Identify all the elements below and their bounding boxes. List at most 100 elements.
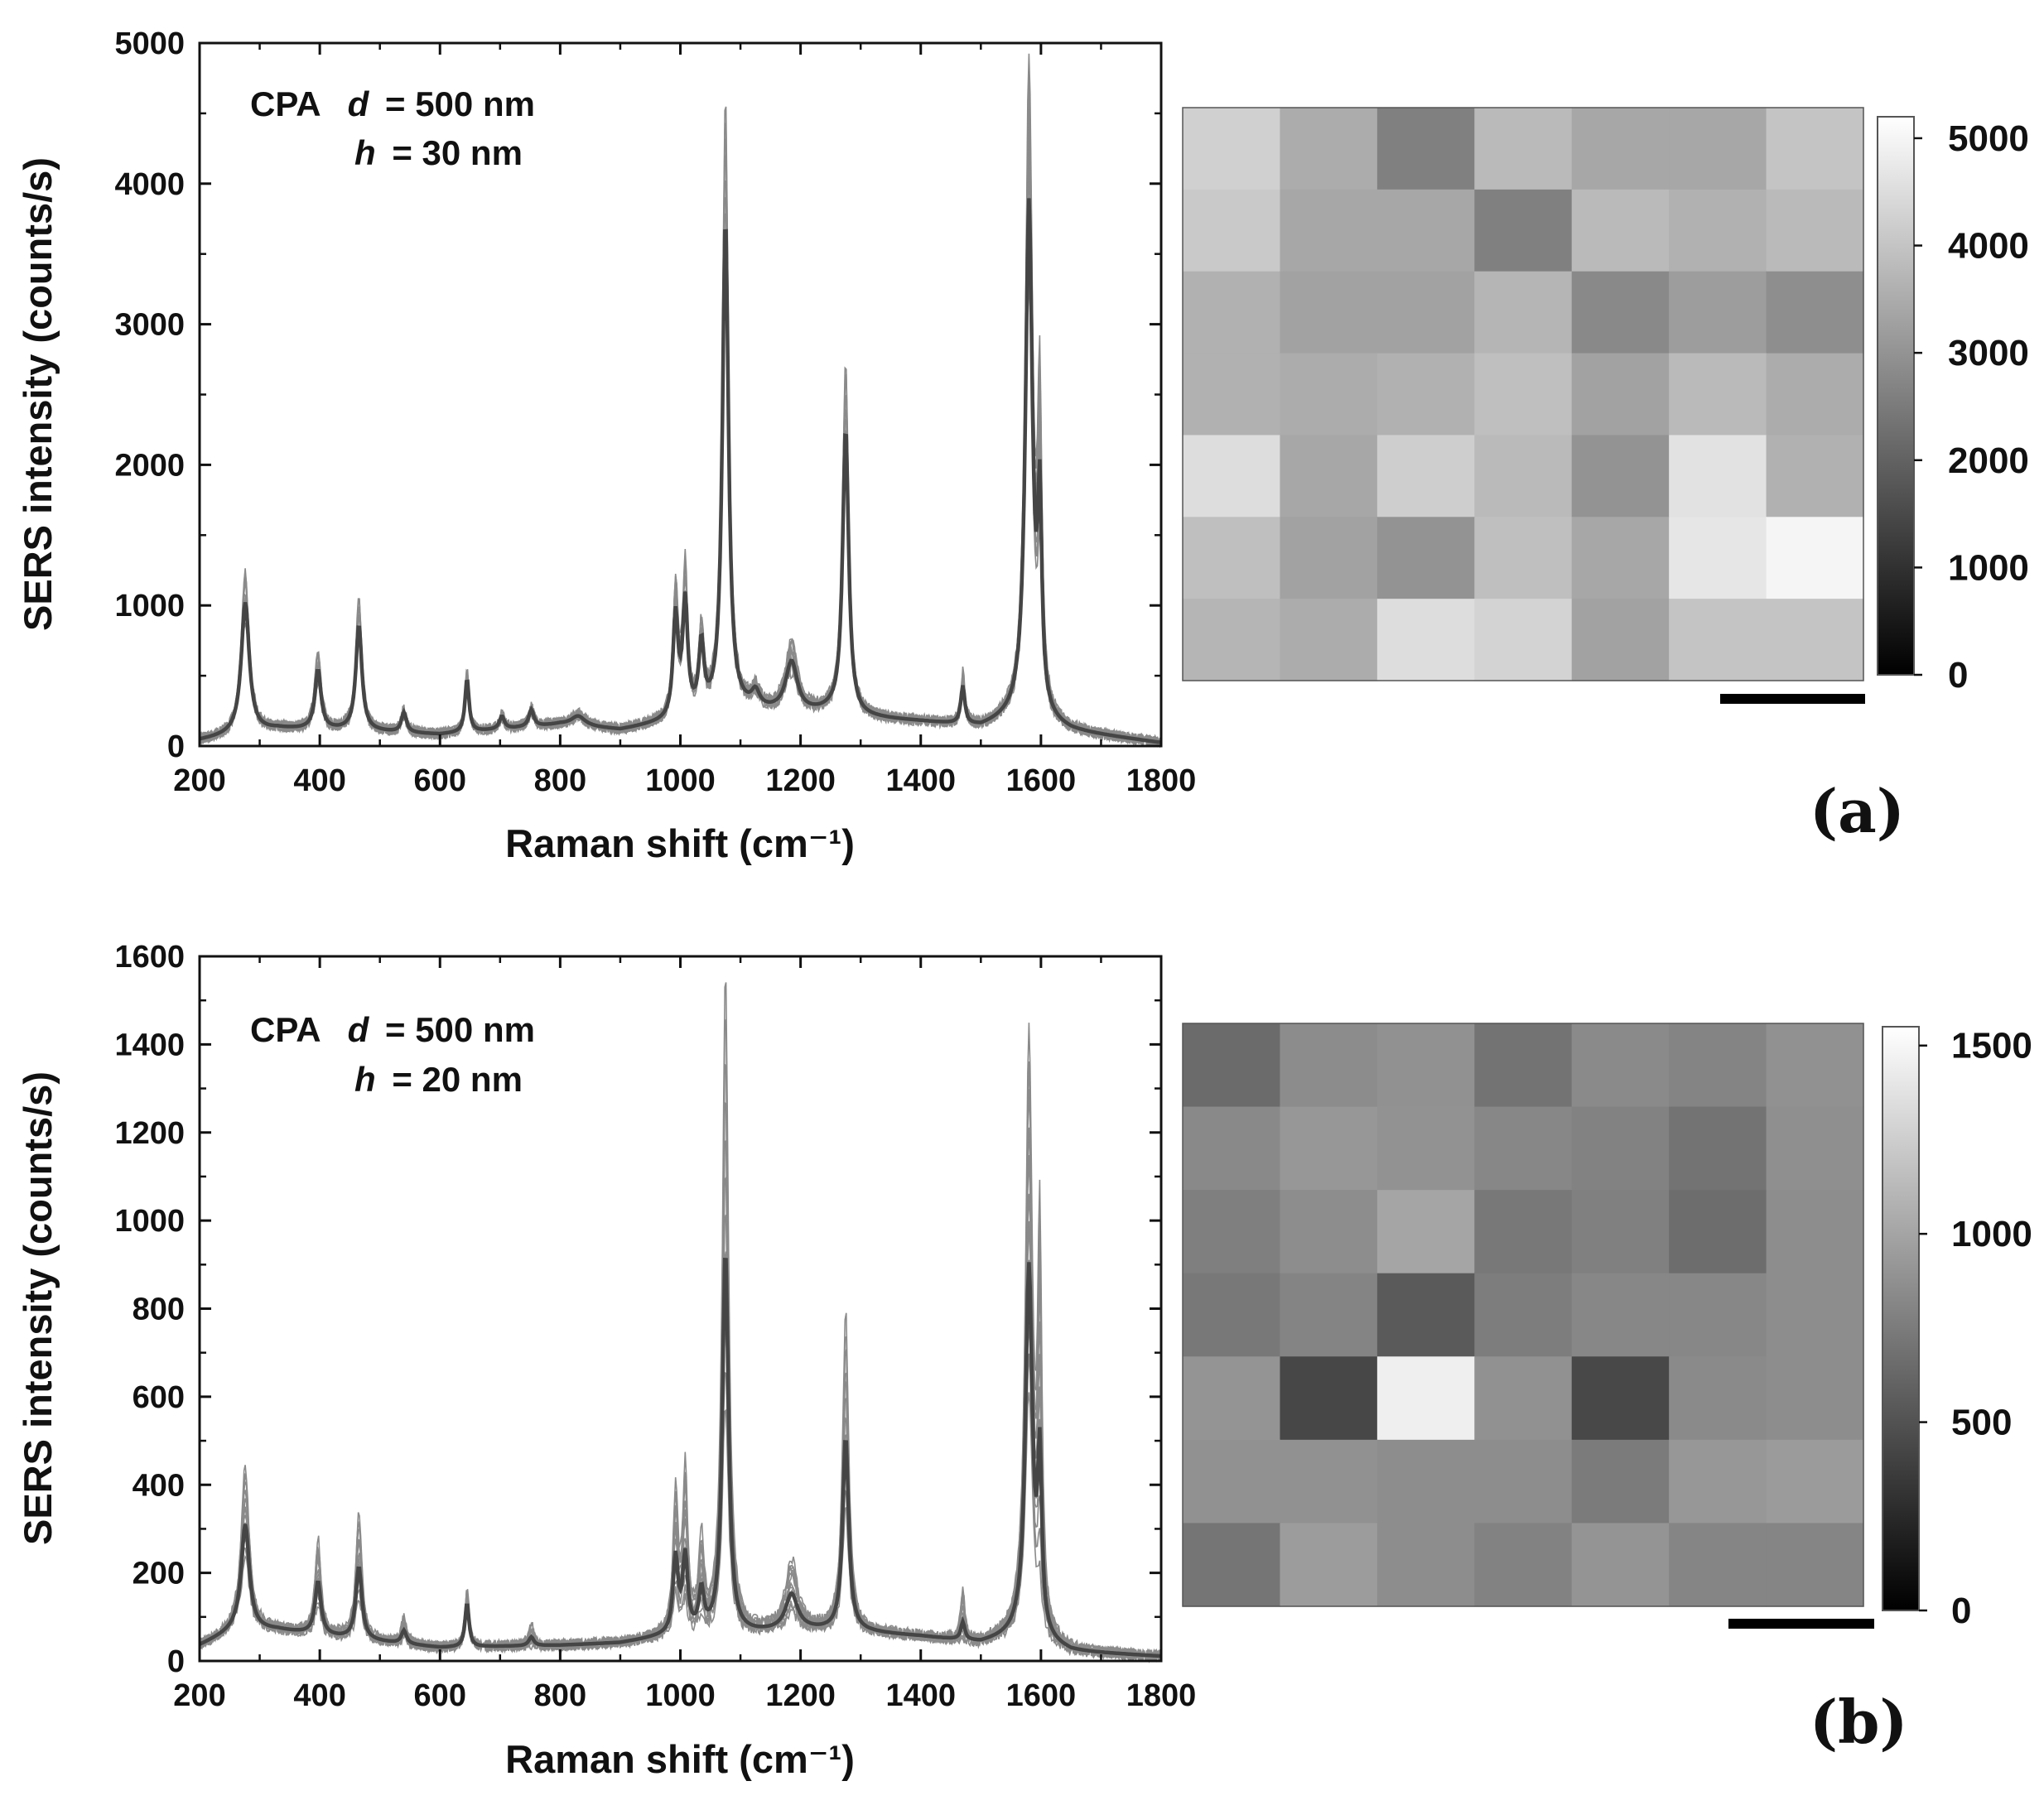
x-tick-label: 400 [293, 1678, 345, 1713]
map-a-cell [1474, 435, 1573, 517]
colorbar-tick-label: 4000 [1948, 226, 2029, 267]
y-tick-label: 600 [133, 1380, 185, 1415]
map-b-cell [1183, 1023, 1281, 1108]
y-tick-label: 400 [133, 1468, 185, 1503]
spectrum-a-plot: 200 400 600 800 1000 1200 1400 1600 1800 0 1000 20… [16, 26, 1196, 865]
map-a-cell [1376, 353, 1475, 436]
map-b-cell [1571, 1439, 1670, 1524]
map-b-cell [1669, 1356, 1767, 1441]
map-a-cell [1571, 435, 1670, 517]
map-a-cell [1183, 108, 1281, 190]
map-a-cell [1669, 353, 1767, 436]
y-tick-label: 0 [167, 1644, 185, 1679]
spectrum-b-plot: 200 400 600 800 1000 1200 1400 1600 1800 0200400… [16, 940, 1196, 1781]
map-b-cell [1669, 1023, 1767, 1108]
map-a-cell [1280, 435, 1378, 517]
map-a-cell [1280, 353, 1378, 436]
y-tick-label: 1200 [114, 1116, 185, 1151]
map-a-cell [1571, 599, 1670, 681]
y-tick-label: 1000 [114, 1204, 185, 1239]
panel-label-a: (a) [1810, 776, 1905, 846]
annotation-a-d-value: = 500 nm [385, 84, 535, 123]
map-b-cell [1376, 1439, 1475, 1524]
map-a-cell [1669, 271, 1767, 354]
map-a-cell [1766, 517, 1864, 599]
sers-map-a [1183, 108, 1864, 681]
map-b-cell [1280, 1439, 1378, 1524]
map-b-cell [1183, 1273, 1281, 1357]
map-b-cell [1766, 1273, 1864, 1357]
map-a-cell [1474, 517, 1573, 599]
map-b-cell [1280, 1273, 1378, 1357]
map-a-cell [1376, 435, 1475, 517]
map-b-cell [1571, 1273, 1670, 1357]
spectrum-b-mean-line [199, 1257, 1162, 1658]
map-a-cell [1280, 108, 1378, 190]
spectrum-b-trace [199, 982, 1162, 1662]
map-b-cell [1376, 1273, 1475, 1357]
sers-map-a-border [1182, 107, 1864, 681]
map-b-cell [1474, 1439, 1573, 1524]
annotation-a-d-symbol: d [348, 84, 370, 123]
spectrum-a-ylabel: SERS intensity (counts/s) [16, 157, 60, 631]
map-b-cell [1669, 1106, 1767, 1191]
map-b-cell [1376, 1356, 1475, 1441]
map-b-cell [1766, 1356, 1864, 1441]
map-b-cell [1474, 1273, 1573, 1357]
map-b-cell [1474, 1190, 1573, 1274]
spectrum-a-xlabel: Raman shift (cm⁻¹) [505, 821, 855, 865]
colorbar-tick-label: 2000 [1948, 440, 2029, 481]
map-a-cell [1376, 271, 1475, 354]
map-a-cell [1766, 271, 1864, 354]
x-tick-label: 1800 [1126, 1678, 1197, 1713]
y-tick-label: 1600 [114, 940, 185, 975]
map-a-cell [1183, 189, 1281, 272]
map-a-cell [1766, 189, 1864, 272]
map-b-cell [1669, 1190, 1767, 1274]
annotation-b-sample: CPA [250, 1010, 321, 1049]
map-b-cell [1280, 1356, 1378, 1441]
map-b-cell [1669, 1439, 1767, 1524]
panel-label-b: (b) [1810, 1687, 1907, 1757]
x-tick-label: 800 [534, 1678, 586, 1713]
annotation-a-h-symbol: h [354, 133, 376, 172]
map-b-cell [1280, 1523, 1378, 1607]
sers-map-b [1183, 1023, 1864, 1607]
y-tick-label: 1000 [114, 589, 185, 623]
map-b-cell [1183, 1523, 1281, 1607]
map-b-cell [1474, 1106, 1573, 1191]
scale-bar-b [1728, 1619, 1874, 1629]
x-tick-label: 400 [293, 763, 345, 798]
map-a-cell [1766, 599, 1864, 681]
y-tick-label: 1400 [114, 1028, 185, 1062]
map-b-cell [1183, 1439, 1281, 1524]
spectrum-b-xlabel: Raman shift (cm⁻¹) [505, 1737, 855, 1781]
panel-a: 200 400 600 800 1000 1200 1400 1600 1800 0 1000 20… [16, 26, 2029, 865]
map-b-cell [1280, 1023, 1378, 1108]
map-a-cell [1376, 599, 1475, 681]
colorbar-b [1882, 1026, 1920, 1611]
y-tick-label: 2000 [114, 448, 185, 483]
spectrum-b-annotation-line1: CPA d = 500 nm [250, 1010, 535, 1049]
map-a-cell [1376, 189, 1475, 272]
map-a-cell [1183, 517, 1281, 599]
panel-b: 200 400 600 800 1000 1200 1400 1600 1800 0200400… [16, 940, 2032, 1781]
spectrum-b-ylabel: SERS intensity (counts/s) [16, 1071, 60, 1545]
map-a-cell [1571, 189, 1670, 272]
map-b-cell [1669, 1273, 1767, 1357]
map-a-cell [1571, 353, 1670, 436]
map-b-cell [1183, 1106, 1281, 1191]
x-tick-label: 1400 [885, 1678, 956, 1713]
x-tick-label: 1600 [1006, 1678, 1077, 1713]
map-a-cell [1571, 108, 1670, 190]
map-b-cell [1571, 1356, 1670, 1441]
map-a-cell [1669, 108, 1767, 190]
map-a-cell [1474, 271, 1573, 354]
spectrum-a-trace [199, 282, 1162, 748]
annotation-a-h-value: = 30 nm [392, 133, 523, 172]
map-b-cell [1376, 1023, 1475, 1108]
colorbar-tick-label: 1500 [1951, 1026, 2032, 1066]
map-a-cell [1280, 189, 1378, 272]
map-b-cell [1183, 1190, 1281, 1274]
spectrum-a-annotation-line2: h = 30 nm [354, 133, 523, 172]
